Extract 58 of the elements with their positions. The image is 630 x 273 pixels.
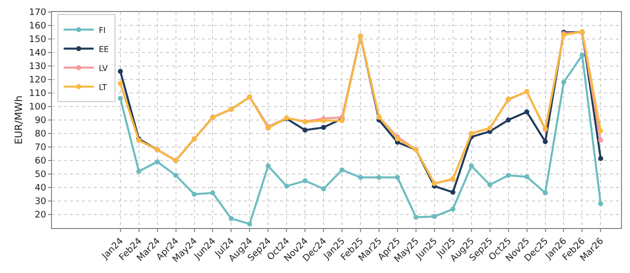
point xyxy=(302,178,308,184)
point xyxy=(413,214,418,220)
point xyxy=(487,182,492,188)
y-tick-label: 60 xyxy=(34,156,46,167)
y-tick-label: 150 xyxy=(29,35,46,46)
y-tick-label: 160 xyxy=(29,22,46,32)
point xyxy=(598,138,604,143)
point xyxy=(580,52,585,58)
point xyxy=(598,128,604,134)
point xyxy=(506,118,511,122)
y-tick-label: 170 xyxy=(29,8,46,18)
point xyxy=(118,96,123,101)
point xyxy=(118,68,123,74)
y-tick-label: 90 xyxy=(34,116,46,126)
y-tick-label: 30 xyxy=(34,197,46,208)
point xyxy=(524,174,530,180)
legend-label: EE xyxy=(98,44,109,54)
point xyxy=(524,109,530,114)
y-tick-label: 110 xyxy=(29,89,46,100)
point xyxy=(450,190,456,195)
y-tick-label: 50 xyxy=(34,170,46,180)
y-tick-label: 120 xyxy=(29,76,46,86)
legend-label: FI xyxy=(98,26,106,35)
point xyxy=(450,206,456,212)
point xyxy=(228,216,234,222)
point xyxy=(394,174,400,180)
y-tick-label: 100 xyxy=(29,102,46,113)
point xyxy=(302,128,308,133)
legend-label: LT xyxy=(98,82,108,92)
point xyxy=(173,172,178,178)
point xyxy=(468,163,474,168)
y-tick-label: 40 xyxy=(34,184,46,194)
legend-label: LV xyxy=(98,64,108,73)
point xyxy=(376,174,382,180)
point xyxy=(542,139,548,144)
y-axis-title: EUR/MWh xyxy=(14,96,25,144)
point xyxy=(340,167,345,172)
point xyxy=(192,192,197,197)
point xyxy=(247,221,252,226)
point xyxy=(598,201,604,206)
point xyxy=(358,174,364,180)
point xyxy=(321,124,326,130)
point xyxy=(154,159,160,164)
point xyxy=(210,190,216,196)
y-tick-label: 80 xyxy=(34,130,46,140)
point xyxy=(561,80,566,85)
y-tick-label: 130 xyxy=(29,62,46,72)
point xyxy=(321,186,326,192)
point xyxy=(506,172,511,178)
point xyxy=(598,156,604,161)
point xyxy=(136,168,142,174)
point xyxy=(432,214,437,220)
y-tick-label: 140 xyxy=(29,48,46,59)
y-tick-label: 20 xyxy=(34,210,46,221)
point xyxy=(266,163,271,168)
point xyxy=(542,190,548,196)
y-tick-label: 70 xyxy=(34,143,46,154)
point xyxy=(284,184,290,189)
